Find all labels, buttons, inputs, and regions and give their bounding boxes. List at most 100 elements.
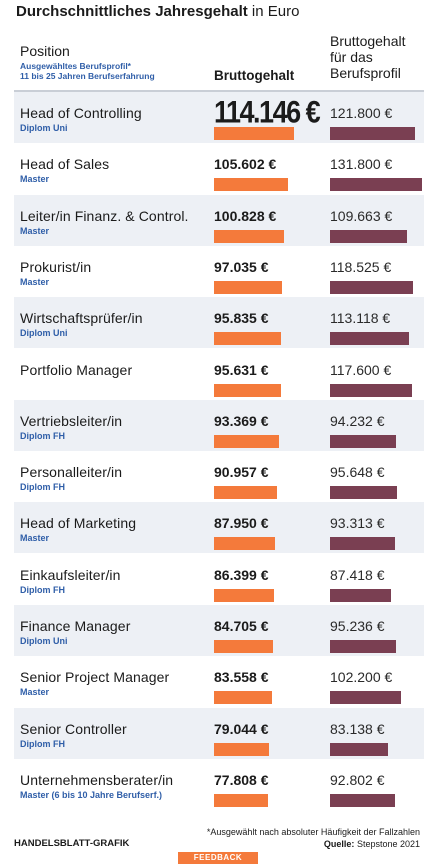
- row-position-name: Head of Controlling: [20, 105, 142, 121]
- row-degree: Master: [20, 687, 50, 698]
- row-position-name: Einkaufsleiter/in: [20, 566, 121, 583]
- row-salary-label: 93.369 €: [214, 412, 269, 429]
- row-salary-label: 95.631 €: [214, 361, 269, 378]
- column-header-bruttogehalt: Bruttogehalt: [214, 68, 295, 83]
- row-salary-label: 84.705 €: [214, 618, 269, 634]
- profil-bar: [330, 640, 396, 653]
- footer-brand: HANDELSBLATT-GRAFIK: [14, 838, 130, 849]
- row-position-name: Leiter/in Finanz. & Control.: [20, 207, 189, 224]
- row-degree: Diplom Uni: [20, 636, 68, 646]
- row-profil-label: 102.200 €: [330, 669, 393, 686]
- row-profil-label: 117.600 €: [330, 361, 392, 378]
- row-salary-label: 86.399 €: [214, 566, 269, 583]
- salary-bar: [214, 332, 281, 346]
- row-salary-label: 95.835 €: [214, 310, 269, 327]
- column-header-note: Ausgewähltes Berufsprofil* 11 bis 25 Jah…: [20, 61, 155, 81]
- table-row: Einkaufsleiter/in Diplom FH 86.399 € 87.418…: [14, 554, 424, 605]
- table-row: Wirtschaftsprüfer/in Diplom Uni 95.835 € 11…: [14, 297, 424, 349]
- profil-bar: [330, 280, 413, 294]
- profil-bar: [330, 742, 388, 756]
- row-position-name: Head of Marketing: [20, 515, 137, 532]
- table-row: Senior Project Manager Master 83.558 € 102.…: [14, 656, 424, 707]
- row-position-name: Prokurist/in: [20, 258, 92, 275]
- column-header-position: Position: [20, 43, 70, 59]
- table-row: Portfolio Manager 95.631 € 117.600 €: [14, 349, 424, 400]
- row-salary-label: 105.602 €: [214, 156, 277, 173]
- footer-note: *Ausgewählt nach absoluter Häufigkeit de…: [207, 826, 420, 850]
- salary-bar: [214, 127, 294, 140]
- profil-bar: [330, 178, 422, 192]
- row-degree: Diplom FH: [20, 430, 65, 441]
- row-salary-label: 97.035 €: [214, 258, 269, 275]
- row-degree: Master: [20, 174, 50, 185]
- row-degree: Diplom Uni: [20, 123, 68, 133]
- salary-bar: [214, 588, 274, 602]
- footer-source: Quelle: Stepstone 2021: [207, 838, 420, 850]
- table-row: Head of Controlling Diplom Uni 114.146 € 12…: [14, 92, 424, 143]
- profil-bar: [330, 383, 412, 397]
- row-profil-label: 92.802 €: [330, 771, 385, 788]
- column-header-note-line2: 11 bis 25 Jahren Berufserfahrung: [20, 71, 155, 81]
- profil-bar: [330, 332, 409, 346]
- row-profil-label: 95.648 €: [330, 464, 385, 481]
- row-profil-label: 94.232 €: [330, 412, 385, 429]
- salary-bar: [214, 691, 272, 705]
- row-salary-label: 79.044 €: [214, 720, 269, 737]
- table-row: Prokurist/in Master 97.035 € 118.525 €: [14, 246, 424, 297]
- profil-bar: [330, 588, 391, 602]
- row-salary-label: 83.558 €: [214, 669, 269, 686]
- row-position-name: Unternehmensberater/in: [20, 771, 174, 788]
- column-header-berufsprofil-line2: für das: [330, 49, 373, 65]
- row-position-name: Portfolio Manager: [20, 361, 133, 378]
- row-position-name: Head of Sales: [20, 156, 110, 173]
- column-header-berufsprofil-line1: Bruttogehalt: [330, 33, 406, 49]
- row-degree: Master (6 bis 10 Jahre Berufserf.): [20, 789, 163, 800]
- salary-bar: [214, 434, 279, 448]
- chart-title: Durchschnittliches Jahresgehalt in Euro: [16, 3, 299, 20]
- row-profil-label: 131.800 €: [330, 156, 393, 173]
- table-row: Finance Manager Diplom Uni 84.705 € 95.236 …: [14, 605, 424, 656]
- feedback-button[interactable]: FEEDBACK: [178, 852, 258, 864]
- salary-bar: [214, 793, 268, 807]
- footer-source-value: Stepstone 2021: [356, 839, 420, 849]
- chart-title-bold: Durchschnittliches Jahresgehalt: [16, 3, 248, 20]
- row-position-name: Senior Controller: [20, 720, 127, 737]
- table-row: Unternehmensberater/in Master (6 bis 10 J…: [14, 759, 424, 810]
- table-row: Head of Sales Master 105.602 € 131.800 €: [14, 143, 424, 194]
- row-degree: Master: [20, 225, 50, 236]
- row-degree: Diplom FH: [20, 584, 65, 595]
- profil-bar: [330, 127, 415, 140]
- row-profil-label: 83.138 €: [330, 720, 385, 737]
- footer-footnote: *Ausgewählt nach absoluter Häufigkeit de…: [206, 827, 420, 837]
- row-position-name: Wirtschaftsprüfer/in: [20, 310, 143, 327]
- row-profil-label: 93.313 €: [330, 515, 385, 532]
- table-row: Head of Marketing Master 87.950 € 93.313 €: [14, 502, 424, 554]
- salary-bar: [214, 383, 281, 397]
- row-salary-label: 90.957 €: [214, 464, 269, 481]
- row-degree: Diplom Uni: [20, 328, 68, 339]
- row-degree: Master: [20, 276, 50, 287]
- row-position-name: Vertriebsleiter/in: [20, 412, 123, 429]
- salary-bar: [214, 229, 284, 243]
- row-degree: Diplom FH: [20, 482, 65, 493]
- row-position-name: Personalleiter/in: [20, 464, 123, 481]
- profil-bar: [330, 691, 401, 705]
- column-header-note-line1: Ausgewähltes Berufsprofil*: [20, 61, 131, 71]
- row-profil-label: 95.236 €: [330, 618, 385, 634]
- row-profil-label: 109.663 €: [330, 207, 393, 224]
- row-degree: Master: [20, 533, 50, 544]
- row-profil-label: 118.525 €: [330, 258, 392, 275]
- column-header-berufsprofil: Bruttogehalt für das Berufsprofil: [330, 33, 440, 81]
- row-profil-label: 121.800 €: [330, 105, 393, 121]
- row-profil-label: 113.118 €: [330, 310, 391, 327]
- row-position-name: Finance Manager: [20, 618, 131, 634]
- salary-bar: [214, 280, 282, 294]
- row-salary-label: 77.808 €: [214, 771, 269, 788]
- table-row: Vertriebsleiter/in Diplom FH 93.369 € 94.23…: [14, 399, 424, 451]
- row-salary-label: 114.146 €: [214, 94, 321, 130]
- salary-bar: [214, 178, 288, 192]
- profil-bar: [330, 793, 395, 807]
- salary-bar: [214, 486, 277, 500]
- row-position-name: Senior Project Manager: [20, 669, 170, 686]
- salary-bar: [214, 640, 273, 653]
